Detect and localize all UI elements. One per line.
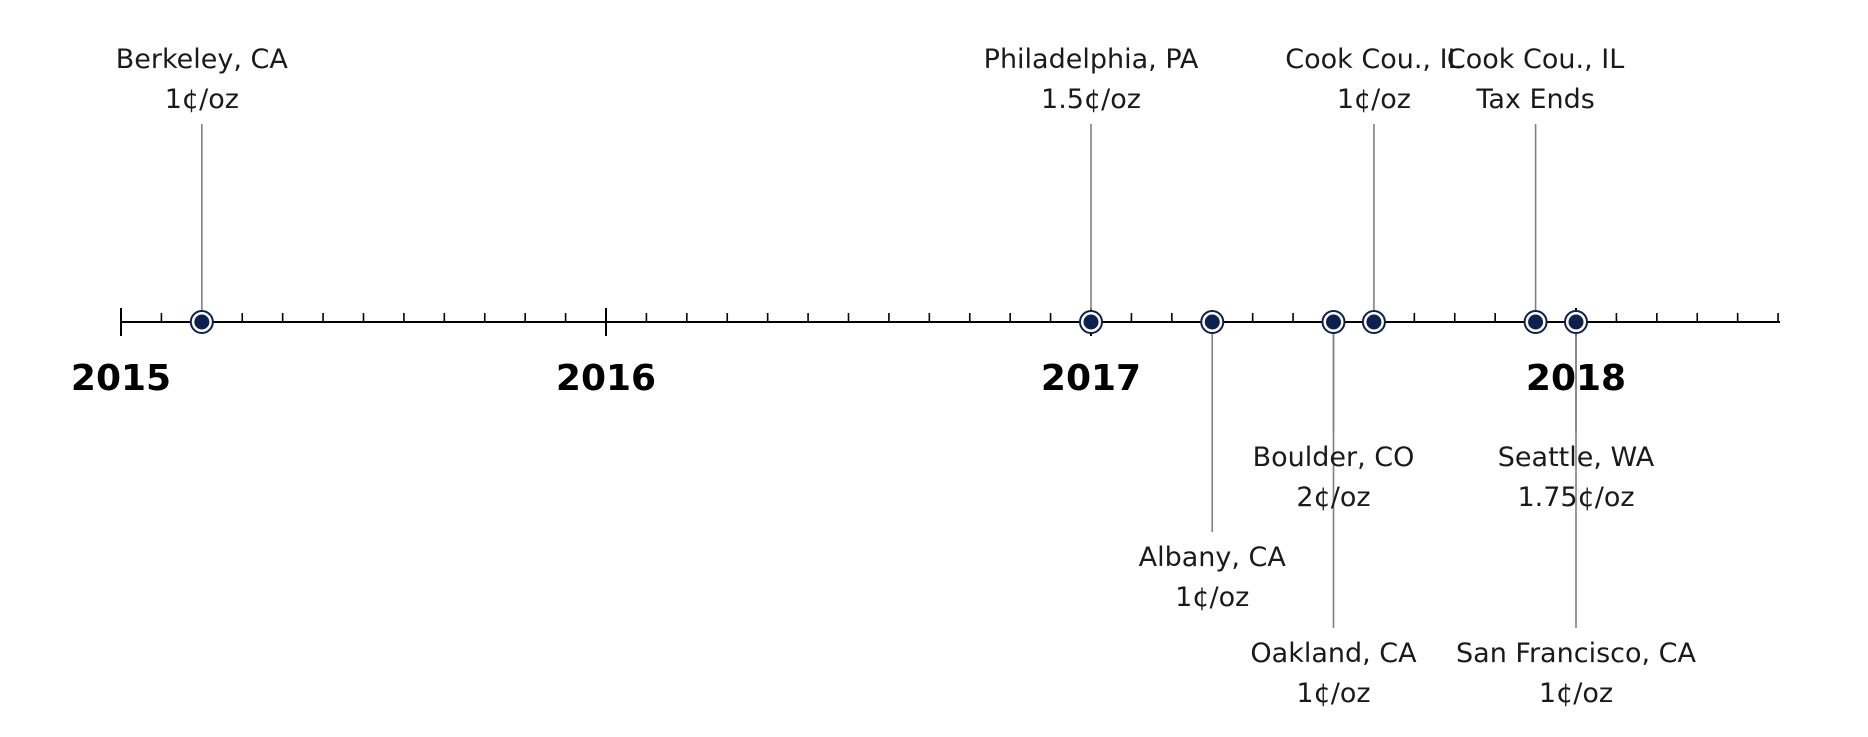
year-labels: 2015 2016 2017 2018 xyxy=(71,358,1626,399)
event-labels: Berkeley, CA 1¢/oz Philadelphia, PA 1.5¢/oz… xyxy=(116,44,1697,709)
event-label-cook-county-tax-line-1: Cook Cou., IL xyxy=(1285,44,1462,75)
event-markers xyxy=(189,310,1588,334)
event-label-san-francisco-line-2: 1¢/oz xyxy=(1539,678,1613,709)
event-label-san-francisco-line-1: San Francisco, CA xyxy=(1456,638,1696,669)
event-label-seattle-line-1: Seattle, WA xyxy=(1498,442,1655,473)
event-label-philadelphia-line-1: Philadelphia, PA xyxy=(984,44,1199,75)
event-label-philadelphia-line-2: 1.5¢/oz xyxy=(1041,84,1141,115)
event-label-cook-county-ends-line-1: Cook Cou., IL xyxy=(1447,44,1624,75)
event-marker-cook-county-tax xyxy=(1361,310,1386,334)
year-label-2015: 2015 xyxy=(71,358,171,399)
event-marker-seattle xyxy=(1564,310,1588,334)
event-label-berkeley-line-1: Berkeley, CA xyxy=(116,44,289,75)
event-leader-lines xyxy=(201,124,1577,628)
event-label-albany-line-2: 1¢/oz xyxy=(1175,582,1249,613)
event-label-oakland-line-2: 1¢/oz xyxy=(1296,678,1370,709)
event-marker-albany xyxy=(1200,310,1225,334)
event-label-oakland-line-1: Oakland, CA xyxy=(1250,638,1417,669)
event-marker-cook-county-ends xyxy=(1523,310,1548,334)
event-label-cook-county-tax-line-2: 1¢/oz xyxy=(1337,84,1411,115)
event-marker-boulder xyxy=(1321,310,1346,334)
event-label-albany-line-1: Albany, CA xyxy=(1139,542,1287,573)
year-label-2017: 2017 xyxy=(1041,358,1141,399)
event-label-seattle-line-2: 1.75¢/oz xyxy=(1517,482,1634,513)
event-label-cook-county-ends-line-2: Tax Ends xyxy=(1475,84,1595,115)
year-label-2016: 2016 xyxy=(556,358,656,399)
event-marker-philadelphia xyxy=(1079,310,1103,334)
event-label-boulder-line-2: 2¢/oz xyxy=(1296,482,1370,513)
event-label-boulder-line-1: Boulder, CO xyxy=(1253,442,1415,473)
event-marker-berkeley xyxy=(189,310,214,334)
event-label-berkeley-line-2: 1¢/oz xyxy=(165,84,239,115)
